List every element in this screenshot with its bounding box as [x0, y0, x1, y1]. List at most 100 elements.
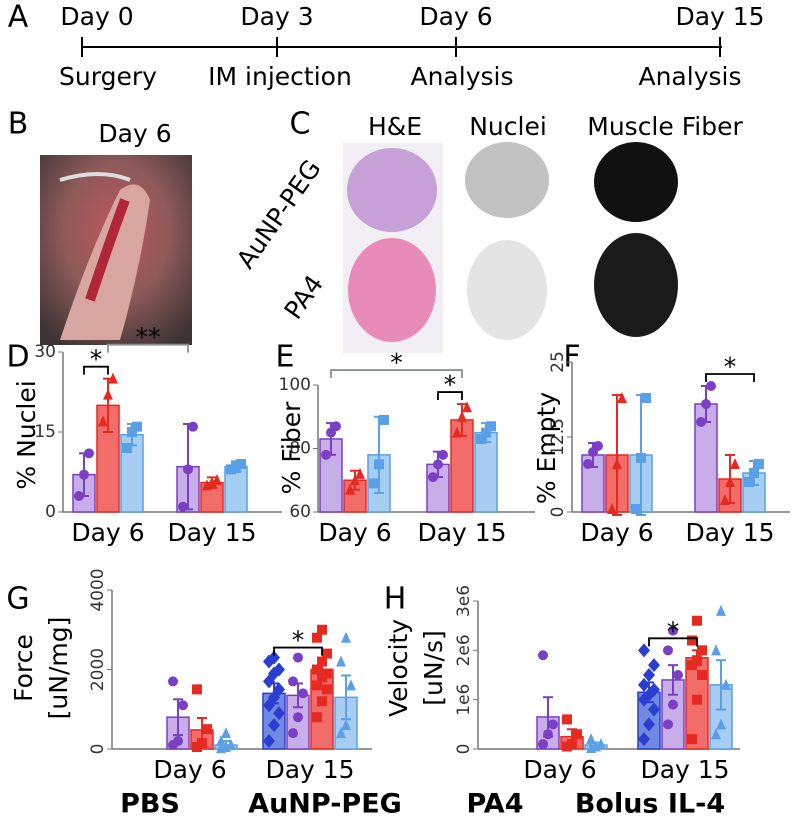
data-point [438, 449, 448, 460]
y-axis-label: Velocity [384, 619, 413, 717]
data-point [452, 426, 462, 438]
data-point [312, 632, 322, 643]
data-point [312, 664, 322, 675]
data-point [202, 724, 212, 735]
data-point [183, 464, 193, 475]
data-point [543, 729, 553, 740]
bar [474, 431, 498, 513]
data-point [457, 410, 467, 422]
x-tick-label: Day 6 [71, 518, 144, 547]
timeline-event: Surgery [59, 62, 157, 91]
timeline-event: IM injection [208, 62, 352, 91]
data-point [288, 676, 298, 687]
data-point [132, 421, 142, 432]
data-point [697, 670, 707, 680]
data-point [322, 684, 332, 695]
y-axis-label: % Empty [532, 392, 561, 505]
significance-mark: * [724, 352, 737, 381]
y-tick-label: 100 [279, 375, 311, 395]
data-point [173, 736, 183, 747]
nuclei-image-top [465, 142, 549, 218]
significance-bracket [705, 373, 755, 382]
data-point [663, 719, 673, 730]
y-tick-label: 1e6 [454, 684, 474, 716]
panel-letter: H [384, 582, 407, 617]
data-point [428, 472, 438, 483]
data-point [317, 624, 327, 635]
data-point [663, 645, 673, 656]
data-point [641, 393, 651, 403]
data-point [721, 678, 731, 690]
data-point [716, 604, 726, 616]
data-point [638, 643, 650, 658]
y-tick-label: 25 [548, 351, 568, 373]
timeline-day: Day 6 [419, 2, 492, 31]
data-point [346, 679, 356, 691]
row-label: AuNP-PEG [231, 154, 327, 273]
data-point [216, 735, 226, 747]
data-point [730, 458, 740, 469]
data-point [127, 427, 137, 437]
panel-letter: B [8, 107, 29, 142]
data-point [638, 677, 650, 692]
x-tick-label: Day 15 [265, 755, 354, 784]
data-point [648, 682, 660, 697]
data-point [754, 459, 764, 469]
data-point [538, 739, 548, 750]
legend-entry: Bolus IL-4 [575, 789, 725, 820]
data-point [322, 668, 332, 679]
data-point [744, 477, 754, 487]
significance-bracket [330, 369, 463, 379]
panel-b: Day 6 [40, 119, 192, 345]
timeline-day: Day 15 [675, 2, 764, 31]
data-point [476, 433, 486, 444]
data-point [593, 441, 603, 451]
x-tick-label: Day 6 [523, 755, 596, 784]
panel-title: Day 6 [98, 119, 171, 148]
timeline-event: Analysis [410, 62, 513, 91]
data-point [226, 739, 236, 751]
fiber-image-bottom [594, 233, 678, 337]
significance-bracket [437, 391, 463, 401]
x-tick-label: Day 15 [417, 518, 506, 547]
data-point [692, 615, 702, 626]
data-point [583, 459, 593, 469]
data-point [643, 717, 655, 732]
data-point [673, 670, 683, 680]
data-point [586, 733, 596, 745]
data-point [236, 459, 246, 469]
timeline-day: Day 0 [60, 2, 133, 31]
data-point [331, 421, 341, 432]
photo-tool [59, 172, 131, 182]
data-point [345, 483, 355, 495]
data-point [268, 718, 280, 733]
data-point [178, 700, 188, 711]
data-point [607, 503, 617, 514]
significance-mark: * [667, 616, 680, 645]
he-image-bottom [348, 238, 436, 342]
data-point [668, 625, 678, 636]
data-point [701, 399, 711, 409]
data-point [572, 729, 582, 740]
y-tick-label: 3e6 [454, 585, 474, 617]
data-point [612, 458, 622, 469]
y-tick-label: 80 [289, 439, 311, 459]
panel-letter: D [6, 340, 29, 375]
significance-mark: * [390, 348, 403, 377]
data-point [336, 655, 346, 667]
row-label: PA4 [279, 270, 329, 325]
column-label: H&E [368, 112, 422, 141]
data-point [350, 474, 360, 486]
data-point [720, 494, 730, 505]
data-point [321, 449, 331, 460]
data-point [341, 631, 351, 643]
data-point [192, 684, 202, 695]
column-label: Muscle Fiber [587, 112, 743, 141]
data-point [697, 645, 707, 656]
legend-entry: PBS [120, 789, 180, 820]
x-tick-label: Day 6 [153, 755, 226, 784]
data-point [631, 504, 641, 514]
data-point [79, 469, 89, 480]
data-point [122, 443, 132, 453]
data-point [221, 727, 231, 739]
